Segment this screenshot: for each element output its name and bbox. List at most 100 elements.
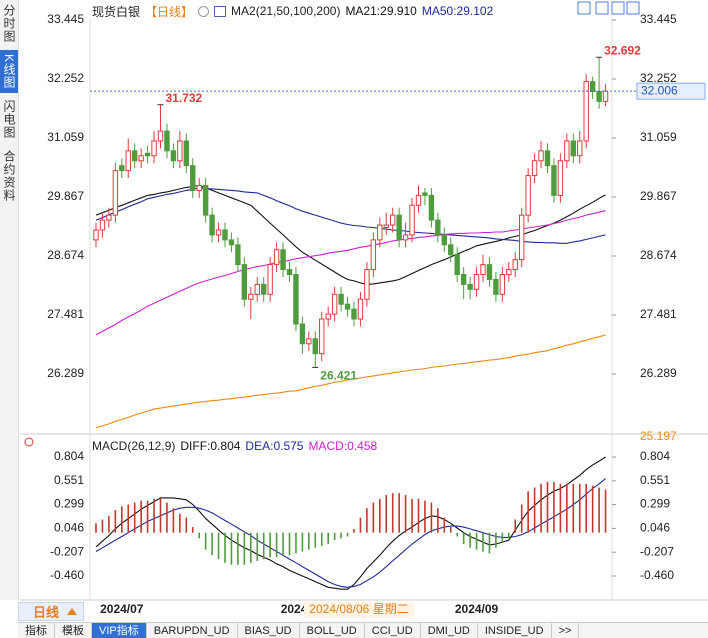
icon[interactable]: [611, 1, 625, 15]
icon[interactable]: [626, 1, 640, 15]
side-tab[interactable]: 闪电图: [2, 100, 16, 140]
y-tick-label: -0.460: [640, 568, 674, 582]
macd-bar: [533, 487, 536, 533]
candle-body: [531, 160, 538, 177]
macd-bar: [585, 483, 587, 533]
macd-bar: [204, 532, 207, 550]
macd-bar: [359, 517, 362, 533]
macd-bar: [527, 491, 529, 533]
candle-body: [390, 214, 396, 226]
macd-line: [95, 478, 606, 588]
macd-bar: [333, 532, 336, 541]
ma-line: [95, 334, 606, 429]
tab[interactable]: 指标: [18, 623, 55, 638]
tab[interactable]: BIAS_UD: [238, 623, 300, 638]
macd-bar: [198, 532, 200, 539]
macd-bar: [250, 532, 252, 563]
price-header: 现货白银 【日线】 MA2(21,50,100,200) MA2129.910 M…: [92, 2, 493, 20]
candle-body: [228, 239, 235, 246]
candle-body: [132, 150, 138, 162]
side-tab[interactable]: K线图: [0, 50, 18, 94]
candle-body: [525, 175, 531, 216]
macd-bar: [185, 517, 188, 533]
macd-bar: [179, 513, 181, 533]
macd-bar: [430, 502, 433, 533]
ma-line: [95, 210, 606, 336]
y-tick-label: 0.046: [640, 521, 670, 535]
macd-bar: [520, 504, 523, 533]
tab[interactable]: INSIDE_UD: [478, 623, 552, 638]
period[interactable]: 【日线】: [145, 4, 194, 19]
candle-body: [177, 140, 183, 162]
low-label: 26.421: [320, 369, 357, 383]
icon[interactable]: [214, 5, 227, 17]
y-tick-label: 32.252: [640, 71, 677, 85]
high-label: 32.692: [604, 43, 641, 57]
macd-bar: [578, 483, 581, 533]
macd-bar: [191, 527, 194, 533]
icon[interactable]: [198, 5, 210, 17]
y-tick-label: -0.460: [50, 568, 84, 582]
candle-body: [506, 269, 512, 276]
icon[interactable]: [577, 1, 591, 15]
title: 现货白银: [92, 4, 141, 19]
tab[interactable]: DMI_UD: [421, 623, 478, 638]
macd-bar: [262, 532, 265, 560]
candle-body: [564, 140, 570, 162]
macd-bar: [140, 500, 142, 533]
macd-bar: [282, 532, 284, 556]
y-tick-label: 0.299: [54, 497, 84, 511]
tab[interactable]: CCI_UD: [365, 623, 421, 638]
tab[interactable]: BARUPDN_UD: [147, 623, 238, 638]
candle-body: [235, 244, 241, 266]
tab[interactable]: 模板: [55, 623, 92, 638]
macd-bar: [437, 508, 439, 533]
candle-body: [93, 229, 99, 241]
candle-body: [460, 274, 467, 285]
macd-bar: [101, 519, 104, 533]
macd-bar: [366, 508, 368, 533]
macd-bar: [243, 532, 246, 565]
y-tick-label: 0.804: [54, 449, 84, 463]
macd-bar: [443, 517, 446, 533]
candle-body: [454, 254, 460, 276]
y-tick-label: 33.445: [640, 12, 677, 26]
candle-body: [196, 184, 202, 191]
legend-value: 0.458: [347, 439, 378, 453]
candle-body: [596, 90, 602, 102]
candle-body: [344, 303, 351, 310]
candle-body: [273, 249, 280, 266]
candle-body: [577, 140, 583, 157]
macd-bar: [475, 532, 478, 550]
candle-body: [383, 224, 389, 229]
macd-bar: [391, 493, 394, 533]
legend-value: 29.102: [456, 4, 494, 18]
legend-name: MA50: [422, 4, 457, 18]
side-tabs: 分时图 K线图闪电图合约资料: [0, 0, 19, 600]
y-tick-label: 0.299: [640, 497, 670, 511]
icon[interactable]: [595, 1, 609, 15]
icon[interactable]: [24, 437, 34, 447]
candle-body: [144, 152, 151, 157]
macd-bar: [159, 496, 162, 533]
macd-bar: [508, 532, 510, 539]
candle-body: [312, 338, 319, 355]
macd-bar: [340, 532, 342, 539]
tab[interactable]: BOLL_UD: [300, 623, 365, 638]
legend-value: 0.575: [273, 439, 304, 453]
y-tick-label: 31.059: [640, 130, 677, 144]
period-label: 日线: [33, 605, 60, 620]
candle-body: [293, 274, 299, 325]
period-button[interactable]: 日线: [18, 602, 84, 621]
tab[interactable]: >>: [552, 623, 580, 638]
y-tick-label: 32.252: [47, 71, 84, 85]
candle-body: [215, 229, 222, 236]
x-tick-label: 2024/07: [100, 602, 144, 616]
y-tick-label: 28.674: [47, 248, 84, 262]
tab[interactable]: VIP指标: [92, 623, 147, 638]
side-tab[interactable]: 分时图: [2, 4, 16, 43]
candle-body: [138, 155, 144, 162]
macd-bar: [488, 532, 491, 554]
side-tab[interactable]: 合约资料: [2, 150, 16, 203]
macd-bar: [566, 483, 568, 533]
